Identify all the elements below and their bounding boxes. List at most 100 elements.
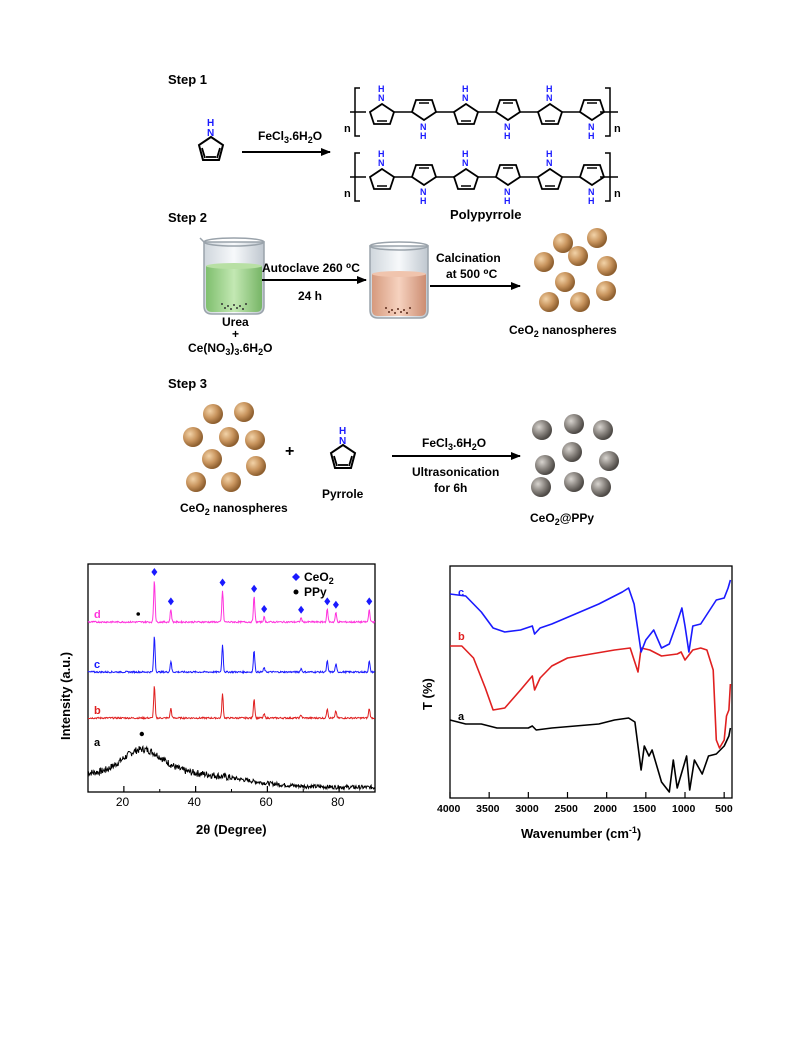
nanosphere	[555, 272, 575, 292]
ceo2-peak-marker	[261, 604, 268, 613]
ceo2-peak-marker	[332, 600, 339, 609]
nanosphere	[591, 477, 611, 497]
xrd-curves: a b c d	[87, 581, 376, 792]
xrd-series-b	[87, 686, 375, 721]
x-tick-label: 3000	[515, 803, 539, 815]
nanosphere	[593, 420, 613, 440]
svg-text:N: N	[546, 158, 553, 168]
cerium-nitrate-label: Ce(NO3)3.6H2O	[188, 341, 272, 357]
ceo2-nanospheres-label-step3: CeO2 nanospheres	[180, 501, 288, 517]
nanosphere	[568, 246, 588, 266]
ceo2-peak-marker	[324, 597, 331, 606]
nanosphere	[202, 449, 222, 469]
svg-text:N: N	[378, 158, 385, 168]
xrd-series-a	[87, 745, 376, 792]
repeat-n: n	[614, 123, 621, 135]
x-tick-label: 60	[259, 795, 273, 809]
ceo2-legend-marker	[292, 573, 300, 581]
svg-text:H: H	[339, 426, 346, 437]
svg-text:H: H	[207, 118, 214, 129]
ftir-ylabel: T (%)	[420, 678, 435, 710]
pyrrole-ring: NH	[410, 99, 438, 141]
nanosphere	[553, 233, 573, 253]
polypyrrole-label: Polypyrrole	[450, 207, 522, 222]
pyrrole-ring: NH	[452, 149, 480, 190]
nanosphere	[539, 292, 559, 312]
pyrrole-ring: NH	[578, 99, 606, 141]
xrd-series-label-a: a	[94, 737, 101, 749]
pyrrole-label: Pyrrole	[322, 487, 364, 501]
nanosphere	[245, 430, 265, 450]
nanosphere	[564, 414, 584, 434]
x-tick-label: 20	[116, 795, 130, 809]
calcination-temp-label: at 500 ⁰C	[446, 267, 498, 281]
time-label: 24 h	[298, 289, 322, 303]
svg-text:N: N	[588, 122, 595, 132]
ceo2-nanospheres-label-step2: CeO2 nanospheres	[509, 323, 617, 339]
pyrrole-ring: NH	[536, 149, 564, 190]
ceo2-peak-marker	[167, 597, 174, 606]
ftir-plot-frame	[449, 565, 733, 799]
svg-text:H: H	[462, 149, 469, 159]
duration-label: for 6h	[434, 481, 467, 495]
xrd-series-c	[87, 636, 375, 675]
ftir-curves: a b c	[449, 579, 732, 793]
ftir-series-label-b: b	[458, 631, 465, 643]
nanosphere	[599, 451, 619, 471]
pyrrole-ring: NH	[410, 164, 438, 206]
svg-text:N: N	[462, 93, 469, 103]
ftir-series-c	[449, 579, 732, 653]
ftir-x-ticks: 4000 3500 3000 2500 2000 1500 1000 500	[437, 792, 733, 815]
ceo2-peak-marker	[219, 578, 226, 587]
nanosphere	[587, 228, 607, 248]
pyrrole-ring: NH	[494, 99, 522, 141]
svg-text:N: N	[339, 436, 346, 447]
ftir-xlabel: Wavenumber (cm-1)	[521, 825, 641, 841]
pyrrole-icon: H N	[329, 426, 357, 469]
pyrrole-ring: NH	[536, 84, 564, 125]
nanosphere	[186, 472, 206, 492]
nanosphere	[596, 281, 616, 301]
xrd-series-label-d: d	[94, 609, 101, 621]
x-tick-label: 1000	[672, 803, 696, 815]
svg-text:H: H	[504, 131, 511, 141]
svg-text:H: H	[588, 196, 595, 206]
nanosphere	[221, 472, 241, 492]
xrd-series-label-c: c	[94, 659, 100, 671]
ppy-legend-marker	[293, 589, 299, 595]
ftir-series-label-c: c	[458, 587, 464, 599]
nanosphere	[234, 402, 254, 422]
plus-sign: +	[285, 443, 294, 460]
step2-label: Step 2	[168, 210, 207, 225]
pyrrole-ring: NH	[452, 84, 480, 125]
ceo2-legend-label: CeO2	[304, 570, 334, 586]
svg-text:H: H	[546, 84, 553, 94]
pyrrole-monomer-icon: H N	[197, 118, 225, 161]
x-tick-label: 1500	[633, 803, 657, 815]
ceo2-ppy-spheres-icon	[531, 414, 619, 497]
step3-label: Step 3	[168, 376, 207, 391]
pyrrole-ring: NH	[368, 84, 396, 125]
ceo2-ppy-label: CeO2@PPy	[530, 511, 594, 527]
svg-text:N: N	[420, 122, 427, 132]
ppy-legend-label: PPy	[304, 585, 327, 599]
svg-text:H: H	[420, 131, 427, 141]
pyrrole-ring: NH	[494, 164, 522, 206]
step1-reagent: FeCl3.6H2O	[258, 129, 322, 145]
x-tick-label: 80	[331, 795, 345, 809]
x-tick-label: 3500	[476, 803, 500, 815]
svg-text:N: N	[378, 93, 385, 103]
xrd-peak-markers	[136, 568, 373, 737]
nanosphere	[597, 256, 617, 276]
svg-text:H: H	[462, 84, 469, 94]
x-tick-label: 500	[715, 803, 733, 815]
nanosphere	[562, 442, 582, 462]
xrd-series-d	[87, 581, 376, 625]
nanosphere	[570, 292, 590, 312]
nanosphere	[564, 472, 584, 492]
step3-reagent: FeCl3.6H2O	[422, 436, 486, 452]
